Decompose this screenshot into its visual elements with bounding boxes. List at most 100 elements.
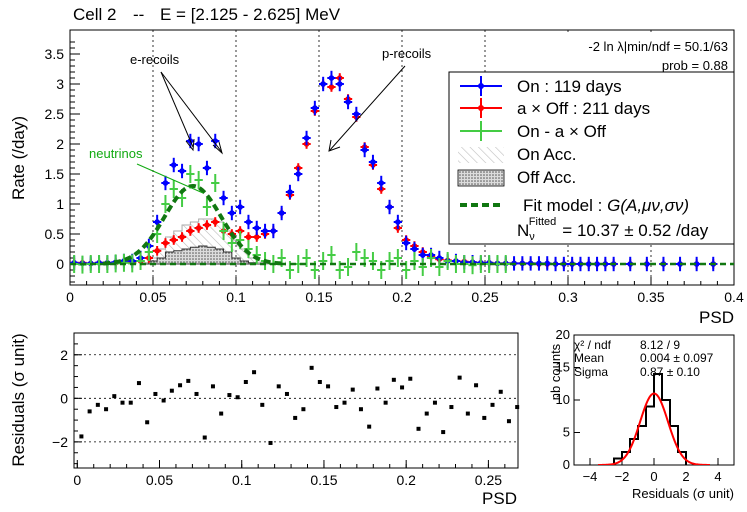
main-x-tick-label: 0.35 (637, 289, 664, 305)
residual-point (79, 434, 84, 439)
residual-point (235, 395, 240, 400)
data-point-diff (335, 261, 344, 279)
main-y-axis-label: Rate (/day) (9, 116, 28, 200)
residual-point (153, 391, 158, 396)
main-x-tick-label: 0 (66, 289, 74, 305)
data-point-on (227, 205, 236, 221)
legend-nfit-symbol: N (517, 221, 529, 240)
data-point-on (360, 142, 369, 158)
data-point-on (202, 160, 212, 176)
legend-label-on-acc: On Acc. (517, 145, 577, 164)
residuals-plot-frame (73, 332, 519, 469)
data-point-off (186, 226, 195, 236)
histogram-x-axis-label: Residuals (σ unit) (632, 486, 734, 501)
residuals-x-tick-label: 0.15 (310, 472, 337, 488)
data-point-on (377, 175, 386, 191)
residual-point (128, 400, 133, 405)
annotation-p-recoils: p-recoils (382, 46, 432, 61)
fit-gaussian-line (103, 183, 286, 266)
legend-entry-off: a × Off : 211 days (460, 98, 650, 118)
residual-points (79, 365, 520, 445)
data-point-off (153, 246, 162, 256)
hist-stat-sigma-label: Sigma (574, 365, 608, 379)
main-ticks: 0 0.05 0.1 0.15 0.2 0.25 0.3 0.35 0.4 0 0.5 1 1.5 2 2.… (45, 41, 744, 305)
main-stats-line1: -2 ln λ|min/ndf = 50.1/63 (588, 39, 728, 54)
residual-point (87, 409, 92, 414)
residual-point (416, 426, 421, 431)
residuals-y-tick-label: −2 (52, 434, 68, 450)
legend-entry-fit: Fit model : G(A,μν,σν) (460, 196, 689, 215)
data-point-on (335, 76, 344, 92)
arrow-e-recoils-1 (160, 71, 194, 148)
residuals-x-tick-label: 0.05 (146, 472, 173, 488)
legend-nfit-sub: ν (529, 231, 535, 243)
data-point-on (327, 70, 336, 86)
main-x-tick-label: 0.25 (471, 289, 498, 305)
legend-label-off-acc: Off Acc. (517, 168, 576, 187)
histogram-x-tick-label: −2 (615, 469, 630, 484)
residual-point (498, 389, 503, 394)
residual-point (490, 402, 495, 407)
data-point-diff (186, 165, 195, 183)
residuals-plot: −2 0 2 0 0.05 0.1 0.15 0.2 0.25 Residuals (σ uni… (9, 332, 520, 508)
off-acc-histogram (140, 245, 266, 265)
legend-label-diff: On - a × Off (517, 122, 606, 141)
hist-stat-sigma-value: 0.87 ± 0.10 (640, 365, 700, 379)
arrow-e-recoils-2-head (212, 141, 223, 155)
residuals-y-tick-label: 2 (60, 347, 68, 363)
fit-curve (70, 183, 734, 266)
data-point-on (385, 199, 394, 215)
data-point-on (252, 220, 261, 236)
residual-point (252, 370, 257, 375)
residual-point (202, 435, 207, 440)
histogram-y-tick-label: 10 (556, 392, 570, 407)
data-point-diff (443, 252, 452, 270)
histogram-x-tick-label: 2 (682, 469, 689, 484)
data-point-diff (136, 252, 145, 270)
main-x-tick-label: 0.15 (305, 289, 332, 305)
title-separator: -- (133, 5, 144, 24)
data-point-off (194, 223, 203, 233)
legend-entry-diff: On - a × Off (460, 121, 606, 141)
residual-point (178, 383, 183, 388)
main-y-tick-label: 3.5 (45, 46, 65, 62)
histogram-y-tick-label: 20 (556, 327, 570, 342)
residual-point (243, 379, 248, 384)
residual-point (432, 400, 437, 405)
data-point-on (219, 190, 228, 206)
arrow-e-recoils-2 (160, 71, 222, 152)
residual-point (449, 405, 454, 410)
residual-point (136, 381, 141, 386)
residuals-x-tick-label: 0.1 (232, 472, 252, 488)
histogram-outline (606, 373, 687, 465)
main-y-tick-label: 2 (56, 136, 64, 152)
residual-point (474, 383, 479, 388)
data-point-on (310, 100, 319, 116)
residual-point (120, 400, 125, 405)
residual-point (95, 402, 100, 407)
residual-point (400, 385, 405, 390)
residual-point (317, 379, 322, 384)
main-x-tick-label: 0.1 (226, 289, 246, 305)
histogram-y-tick-label: 5 (563, 425, 570, 440)
data-point-on (294, 166, 303, 182)
residual-point (219, 411, 224, 416)
main-y-tick-label: 1 (56, 196, 64, 212)
data-point-diff (393, 249, 402, 267)
main-legend: On : 119 days a × Off : 211 days On - a … (448, 71, 735, 245)
data-point-diff (368, 252, 378, 270)
data-point-on (343, 94, 353, 110)
histogram-gaussian-fit (597, 392, 711, 465)
residual-point (104, 407, 109, 412)
residual-point (210, 384, 215, 389)
hist-stat-chi2-value: 8.12 / 9 (640, 338, 680, 352)
data-point-diff (402, 261, 411, 279)
data-point-diff (385, 252, 394, 270)
residual-point (465, 411, 470, 416)
data-point-on (236, 199, 245, 215)
histogram-bar (654, 374, 662, 465)
histogram-x-tick-label: 0 (650, 469, 657, 484)
data-point-off (161, 238, 170, 248)
histogram-y-axis-label: nb counts (548, 343, 563, 400)
data-point-on (402, 235, 411, 251)
